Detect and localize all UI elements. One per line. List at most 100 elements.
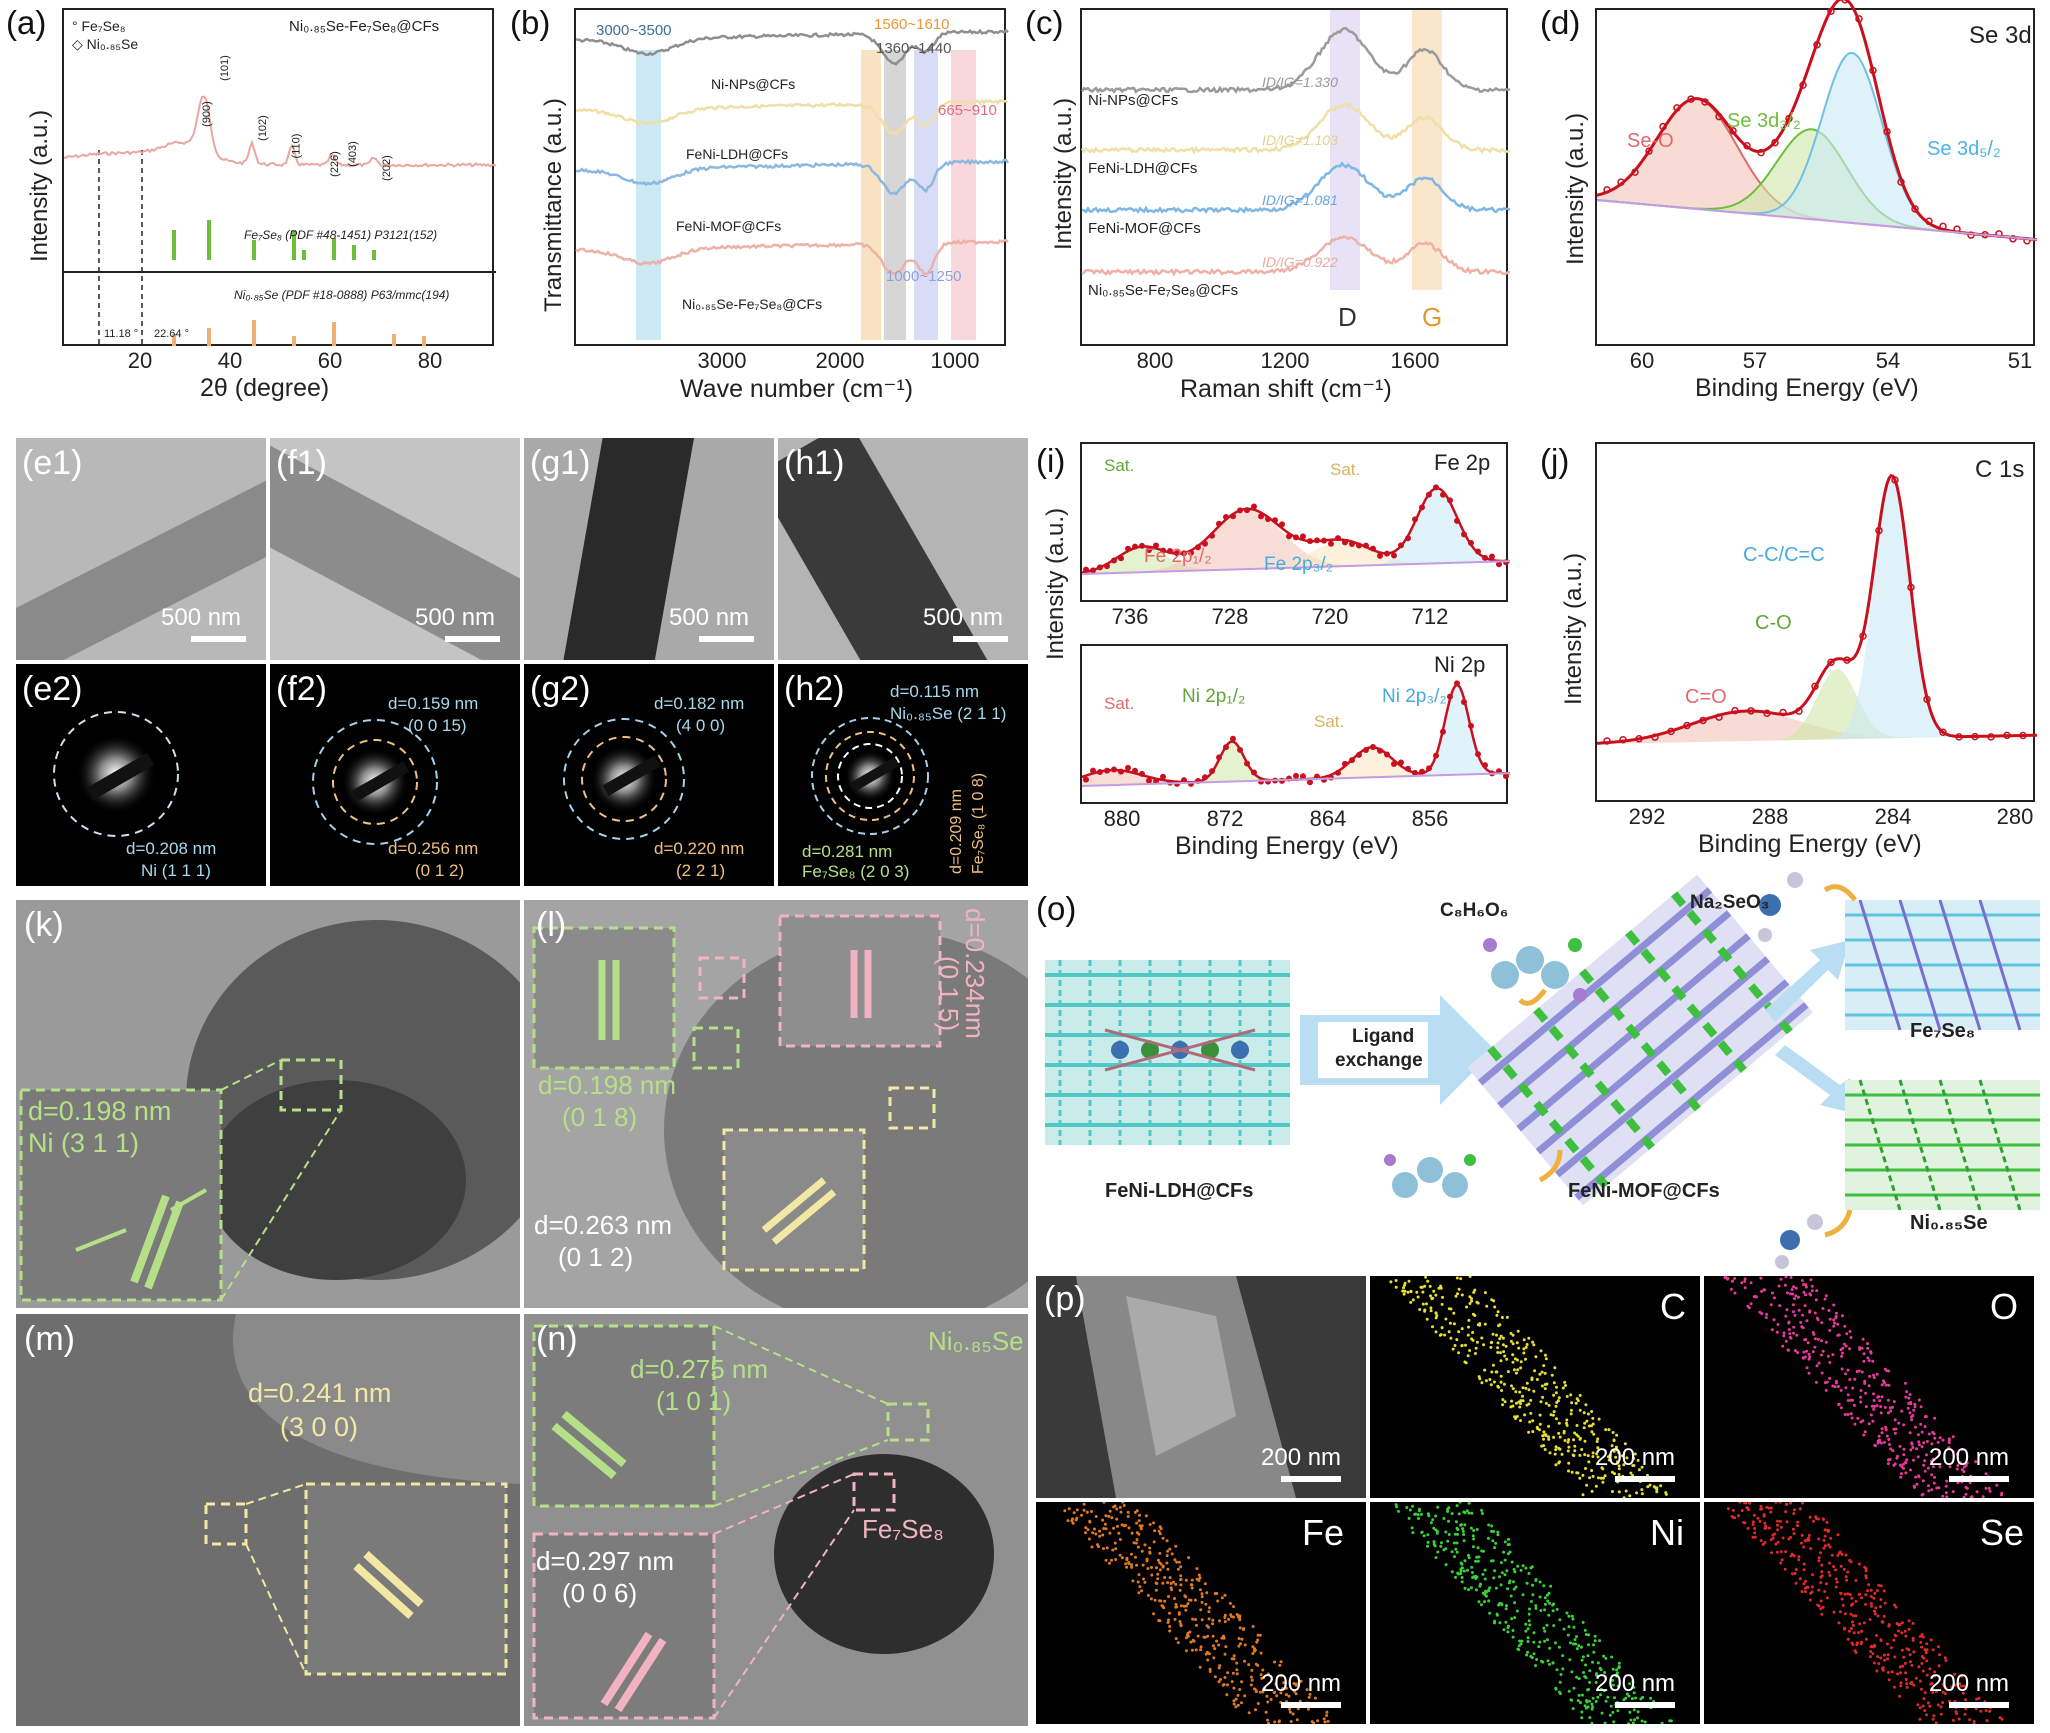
map-fe-dot — [1070, 1519, 1074, 1523]
map-se-dot — [1904, 1678, 1908, 1681]
map-fe-dot — [1256, 1633, 1260, 1637]
map-ni-dot — [1580, 1716, 1584, 1720]
map-c-dot — [1525, 1381, 1529, 1385]
saed-h2-hkl1: Ni₀.₈₅Se (2 1 1) — [890, 704, 1007, 723]
map-se-dot — [1742, 1521, 1746, 1524]
map-fe-dot — [1287, 1694, 1291, 1698]
map-ni-dot — [1462, 1533, 1466, 1536]
map-ni-dot — [1532, 1652, 1536, 1656]
map-o-dot — [1897, 1421, 1901, 1425]
map-fe-dot — [1091, 1531, 1095, 1535]
map-c-dot — [1460, 1327, 1464, 1331]
map-ni-dot — [1472, 1537, 1476, 1541]
map-se-dot — [1876, 1655, 1880, 1659]
map-c-dot — [1495, 1333, 1498, 1337]
saed-h2-hkl2: Fe₇Se₈ (2 0 3) — [802, 862, 910, 881]
map-o-dot — [1789, 1276, 1793, 1279]
map-fe-dot — [1169, 1582, 1173, 1585]
map-fe-dot — [1292, 1682, 1296, 1685]
map-se-dot — [1892, 1638, 1896, 1642]
map-c-dot — [1504, 1344, 1508, 1348]
map-ni-dot — [1508, 1550, 1512, 1554]
map-fe-dot — [1195, 1577, 1199, 1581]
map-fe-dot — [1161, 1536, 1165, 1540]
map-c-dot — [1569, 1412, 1573, 1416]
hrtem-l-hkl2: (0 1 8) — [562, 1102, 638, 1132]
map-ni-dot — [1511, 1629, 1515, 1632]
map-fe-dot — [1232, 1686, 1236, 1690]
map-ni-dot — [1641, 1695, 1645, 1699]
map-se-dot — [1820, 1612, 1824, 1616]
map-c-dot — [1538, 1372, 1542, 1376]
map-fe-dot — [1104, 1527, 1108, 1531]
map-o-dot — [1814, 1298, 1818, 1302]
se3d-datapoint — [1701, 98, 1709, 106]
map-c-dot — [1439, 1333, 1443, 1337]
map-o-dot — [1802, 1350, 1806, 1354]
map-fe-dot — [1243, 1694, 1247, 1698]
map-o-dot — [1938, 1465, 1942, 1469]
map-c-dot — [1607, 1458, 1611, 1462]
svg-i2-datapoint — [1370, 744, 1376, 751]
map-o-dot — [1844, 1386, 1848, 1390]
map-se-dot — [1954, 1683, 1958, 1687]
map-c-dot — [1467, 1325, 1470, 1329]
map-fe-dot — [1217, 1666, 1221, 1670]
map-o-dot — [1913, 1402, 1917, 1406]
map-fe-dot — [1126, 1515, 1130, 1518]
c1s-datapoint — [1907, 583, 1915, 592]
map-ni-dot — [1568, 1658, 1572, 1662]
map-ni-dot — [1537, 1645, 1541, 1649]
map-ni-dot — [1419, 1512, 1423, 1516]
map-se-dot — [1883, 1658, 1887, 1662]
panel-i-top-xtick: 736 — [1111, 604, 1149, 629]
map-ni-dot — [1526, 1636, 1530, 1640]
map-ni-dot — [1503, 1540, 1507, 1544]
map-c-dot — [1522, 1347, 1526, 1351]
map-c-dot — [1468, 1302, 1472, 1305]
map-fe-dot — [1243, 1659, 1246, 1663]
map-fe-dot — [1212, 1656, 1216, 1660]
map-se-dot — [1838, 1610, 1842, 1614]
map-c-dot — [1496, 1341, 1500, 1345]
map-fe-dot — [1176, 1641, 1180, 1645]
map-c-dot — [1617, 1451, 1621, 1455]
panel-a-legend-1: ° Fe₇Se₈ — [72, 18, 126, 34]
map-ni-dot — [1592, 1643, 1595, 1647]
map-fe-dot — [1120, 1556, 1124, 1560]
molecule-bottom-right — [1775, 1214, 1823, 1269]
c1s-datapoint — [1635, 735, 1643, 743]
map-fe-dot — [1250, 1668, 1254, 1672]
map-o-dot — [1917, 1443, 1921, 1447]
map-c-dot — [1573, 1449, 1577, 1453]
map-fe-dot — [1075, 1516, 1079, 1520]
map-ni-dot — [1625, 1692, 1629, 1696]
map-fe-dot — [1191, 1617, 1195, 1621]
map-ni-dot — [1528, 1607, 1531, 1611]
map-c-label: C — [1660, 1286, 1686, 1327]
map-fe-dot — [1102, 1527, 1106, 1530]
map-se-dot — [1964, 1707, 1968, 1711]
map-se-dot — [1779, 1561, 1783, 1565]
map-fe-dot — [1149, 1597, 1153, 1601]
raman-band-d — [1330, 10, 1360, 290]
map-se-dot — [1882, 1589, 1886, 1593]
map-o-dot — [1911, 1446, 1915, 1449]
map-ni-dot — [1440, 1541, 1443, 1545]
map-se-dot — [1964, 1698, 1968, 1702]
map-o-dot — [1819, 1353, 1823, 1357]
map-o-dot — [1968, 1481, 1972, 1485]
map-fe-dot — [1273, 1720, 1277, 1724]
map-c-dot — [1394, 1279, 1398, 1282]
map-fe-dot — [1273, 1660, 1276, 1664]
map-se-dot — [1977, 1696, 1981, 1700]
map-ni-dot — [1518, 1639, 1522, 1643]
map-se-dot — [1825, 1582, 1828, 1586]
map-fe-dot — [1087, 1537, 1091, 1541]
map-fe-dot — [1316, 1719, 1319, 1723]
map-o-dot — [1746, 1304, 1750, 1308]
map-o-dot — [1887, 1438, 1891, 1441]
map-o-dot — [1844, 1344, 1848, 1348]
map-ni-dot — [1542, 1626, 1546, 1630]
map-se-dot — [1804, 1579, 1807, 1583]
